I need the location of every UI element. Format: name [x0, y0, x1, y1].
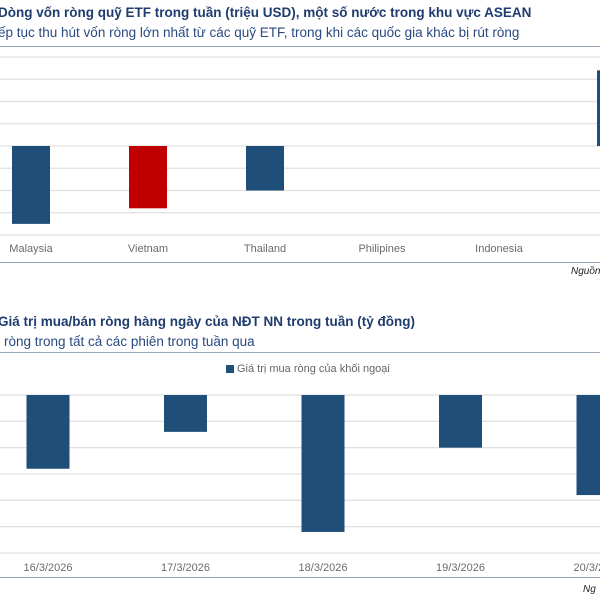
x-tick-label: Vietnam [128, 243, 168, 255]
bar-malaysia [12, 146, 50, 224]
chart2-title: Giá trị mua/bán ròng hàng ngày của NĐT N… [0, 314, 415, 329]
bar-vietnam [129, 146, 167, 209]
chart2-source: Ng [583, 584, 596, 595]
x-tick-label: 17/3/2026 [161, 562, 210, 574]
chart1-footer-divider [0, 262, 600, 263]
chart1-title: Dòng vốn ròng quỹ ETF trong tuần (triệu … [0, 5, 532, 20]
bar-17-3-2026 [164, 395, 207, 432]
x-tick-label: Malaysia [9, 243, 53, 255]
chart1-source: Nguồn [571, 266, 600, 277]
chart2-header-divider [0, 352, 600, 353]
x-tick-label: Philipines [358, 243, 406, 255]
x-tick-label: Indonesia [475, 243, 524, 255]
chart1-header-divider [0, 46, 600, 47]
x-tick-label: 18/3/2026 [299, 562, 348, 574]
x-tick-label: Thailand [244, 243, 286, 255]
bar-19-3-2026 [439, 395, 482, 448]
bar-sing [597, 70, 600, 146]
x-tick-label: 20/3/2026 [574, 562, 600, 574]
bar-thailand [246, 146, 284, 191]
bar-16-3-2026 [26, 395, 70, 469]
legend-label: Giá trị mua ròng của khối ngoại [237, 363, 390, 375]
x-tick-label: 16/3/2026 [24, 562, 73, 574]
bar-20-3-2026 [576, 395, 600, 496]
chart1-subtitle: ếp tục thu hút vốn ròng lớn nhất từ các … [0, 25, 520, 40]
chart1-plot: Malaysia Vietnam Thailand Philipines Indones… [0, 56, 600, 255]
chart2-footer-divider [0, 577, 600, 578]
bar-18-3-2026 [301, 395, 345, 532]
x-tick-label: 19/3/2026 [436, 562, 485, 574]
legend-swatch [226, 365, 234, 373]
chart2-subtitle: ròng trong tất cả các phiên trong tuần q… [4, 334, 255, 349]
chart2-legend: Giá trị mua ròng của khối ngoại [226, 363, 390, 375]
